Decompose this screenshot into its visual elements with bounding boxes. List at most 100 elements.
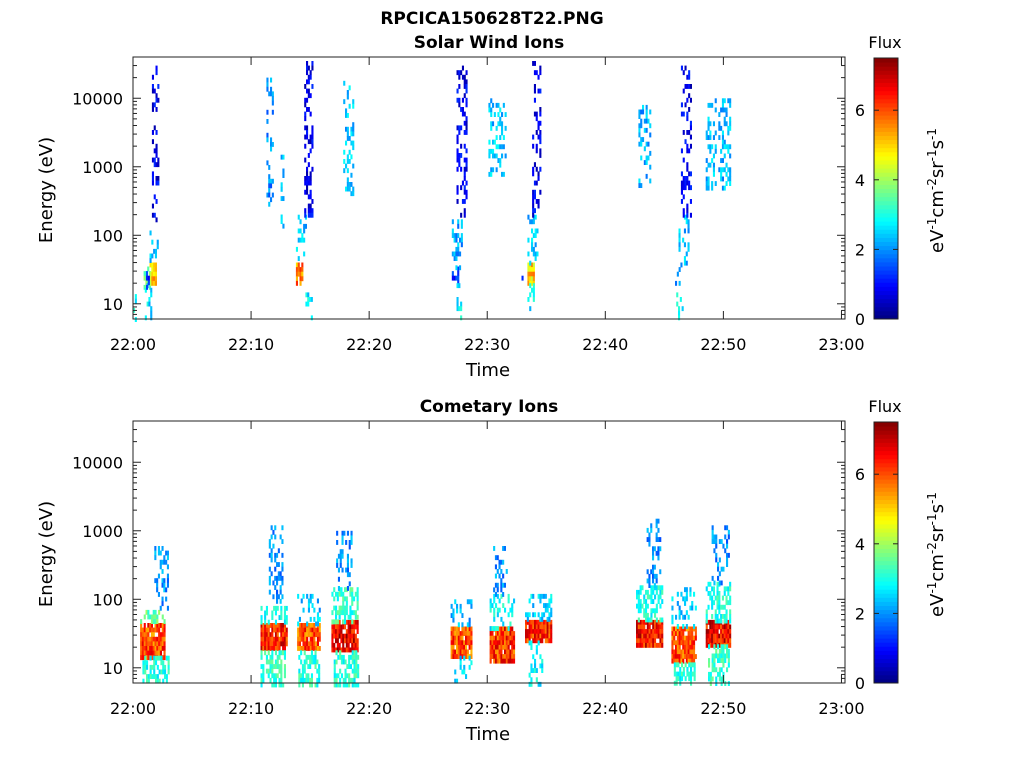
flux-cell xyxy=(671,649,674,655)
flux-cell xyxy=(159,605,162,611)
flux-cell xyxy=(532,189,535,195)
flux-cell xyxy=(269,646,272,651)
flux-cell xyxy=(282,196,285,201)
flux-cell xyxy=(305,659,308,665)
flux-cell xyxy=(541,658,544,664)
flux-cell xyxy=(532,143,535,149)
flux-cell xyxy=(302,632,305,638)
flux-cell xyxy=(721,167,724,173)
flux-cell xyxy=(355,673,358,679)
flux-cell xyxy=(306,627,309,633)
flux-cell xyxy=(160,669,163,675)
flux-cell xyxy=(541,633,544,639)
flux-cell xyxy=(531,271,534,277)
flux-cell xyxy=(546,629,549,634)
x-tick-label: 22:30 xyxy=(464,335,510,354)
flux-cell xyxy=(714,609,717,615)
flux-cell xyxy=(496,607,499,613)
flux-cell xyxy=(501,130,504,136)
flux-cell xyxy=(707,135,710,140)
flux-cell xyxy=(465,626,468,632)
flux-cell xyxy=(266,77,269,83)
flux-cell xyxy=(353,677,356,683)
flux-cell xyxy=(278,677,281,683)
flux-cell xyxy=(268,188,271,193)
flux-cell xyxy=(349,619,352,625)
colorbar-segment xyxy=(874,111,898,116)
flux-cell xyxy=(532,638,535,644)
flux-cell xyxy=(502,144,505,150)
flux-cell xyxy=(151,271,154,277)
flux-cell xyxy=(535,116,538,122)
flux-cell xyxy=(463,111,466,117)
colorbar-segment xyxy=(874,540,898,545)
flux-cell xyxy=(717,575,720,581)
flux-cell xyxy=(685,626,688,632)
flux-burst xyxy=(451,219,463,271)
flux-cell xyxy=(657,555,660,561)
flux-cell xyxy=(154,578,157,584)
flux-cell xyxy=(528,681,531,687)
flux-cell xyxy=(333,659,336,665)
flux-cell xyxy=(456,635,459,641)
flux-cell xyxy=(309,134,312,140)
flux-cell xyxy=(163,623,166,628)
flux-cell xyxy=(148,301,151,307)
flux-cell xyxy=(273,636,276,642)
flux-cell xyxy=(338,629,341,634)
flux-cell xyxy=(345,540,348,545)
flux-cell xyxy=(659,629,662,634)
flux-cell xyxy=(333,677,336,683)
flux-cell xyxy=(498,559,501,565)
flux-cell xyxy=(534,663,537,669)
flux-cell xyxy=(671,614,674,620)
flux-cell xyxy=(457,275,460,281)
flux-cell xyxy=(720,681,723,686)
flux-cell xyxy=(269,641,272,647)
flux-cell xyxy=(525,633,528,639)
flux-cell xyxy=(643,638,646,644)
flux-cell xyxy=(154,646,157,651)
flux-cell xyxy=(723,153,726,159)
flux-cell xyxy=(152,632,155,638)
colorbar-segment xyxy=(874,589,898,594)
flux-cell xyxy=(532,262,535,268)
flux-cell xyxy=(725,638,728,644)
flux-cell xyxy=(727,662,730,668)
flux-cell xyxy=(496,626,499,631)
flux-cell xyxy=(686,166,689,172)
flux-cell xyxy=(282,154,285,160)
flux-cell xyxy=(657,550,660,556)
flux-cell xyxy=(500,640,503,646)
flux-cell xyxy=(301,668,304,674)
flux-cell xyxy=(688,171,691,177)
flux-cell xyxy=(725,618,728,624)
flux-cell xyxy=(357,654,360,660)
flux-cell xyxy=(456,157,459,163)
flux-cell xyxy=(144,664,147,670)
flux-cell xyxy=(712,624,715,630)
flux-burst xyxy=(705,98,732,191)
flux-cell xyxy=(155,97,158,103)
flux-cell xyxy=(154,267,157,272)
flux-cell xyxy=(337,654,340,660)
flux-cell xyxy=(311,143,314,149)
flux-cell xyxy=(638,109,641,115)
flux-cell xyxy=(295,246,298,252)
flux-cell xyxy=(260,677,263,683)
flux-cell xyxy=(716,586,719,592)
flux-cell xyxy=(147,614,150,620)
flux-cell xyxy=(535,633,538,639)
flux-cell xyxy=(355,664,358,669)
flux-cell xyxy=(689,631,692,636)
flux-cell xyxy=(496,644,499,650)
flux-cell xyxy=(645,127,648,133)
flux-cell xyxy=(498,631,501,636)
colorbar-segment xyxy=(874,172,898,177)
flux-cell xyxy=(680,591,683,597)
flux-cell xyxy=(711,676,714,682)
flux-cell xyxy=(717,671,720,677)
flux-cell xyxy=(727,600,730,606)
flux-cell xyxy=(712,167,715,173)
